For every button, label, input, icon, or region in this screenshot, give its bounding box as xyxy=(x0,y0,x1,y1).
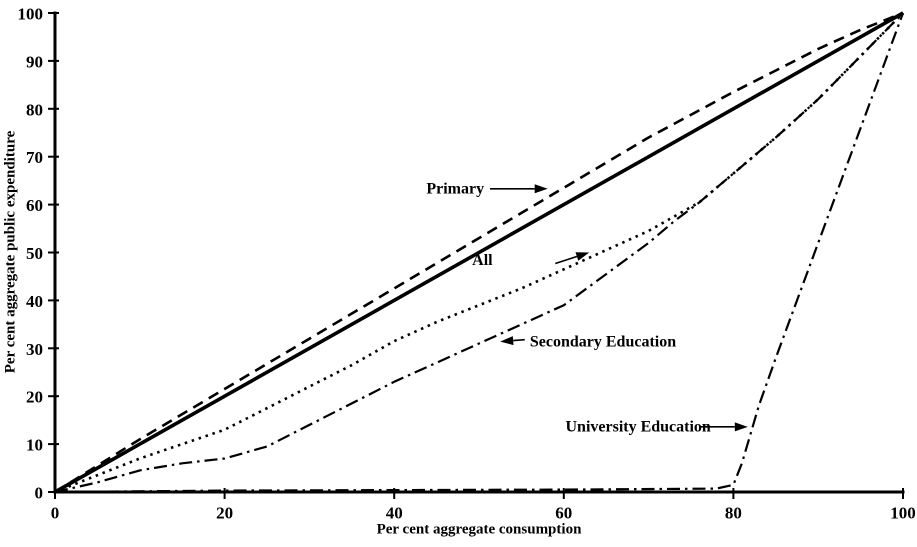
annotation-secondary-education-arrow-head xyxy=(500,336,514,346)
y-tick-label: 90 xyxy=(26,52,43,71)
annotation-label-primary: Primary xyxy=(426,180,484,197)
annotation-label-secondary-education: Secondary Education xyxy=(530,334,676,351)
y-tick-label: 70 xyxy=(26,148,43,167)
x-tick-label: 80 xyxy=(725,504,742,523)
curve-university-education xyxy=(54,12,905,494)
y-tick-label: 100 xyxy=(18,5,44,24)
x-tick-label: 20 xyxy=(216,504,233,523)
annotation-label-all: All xyxy=(472,252,493,269)
annotation-all-arrow-shaft xyxy=(555,255,578,265)
x-tick-label: 40 xyxy=(386,504,403,523)
y-tick-label: 40 xyxy=(26,292,43,311)
x-tick-label: 100 xyxy=(890,504,916,523)
curve-primary xyxy=(54,11,904,494)
annotation-primary-arrow-head xyxy=(534,184,548,194)
y-tick-label: 30 xyxy=(26,340,43,359)
y-tick-label: 60 xyxy=(26,196,43,215)
y-tick-label: 10 xyxy=(26,436,43,455)
annotation-secondary-education-arrow-shaft xyxy=(513,338,525,342)
curve-equality-line xyxy=(54,11,904,494)
annotation-university-education-arrow-head xyxy=(734,422,748,432)
y-tick-label: 0 xyxy=(35,484,44,503)
annotation-all-arrow-head xyxy=(575,252,590,261)
x-axis-title: Per cent aggregate consumption xyxy=(376,521,582,538)
x-tick-label: 60 xyxy=(555,504,572,523)
y-tick-label: 50 xyxy=(26,244,43,263)
y-tick-label: 20 xyxy=(26,388,43,407)
x-tick-label: 0 xyxy=(51,504,60,523)
annotation-label-university-education: University Education xyxy=(565,418,710,435)
y-tick-label: 80 xyxy=(26,100,43,119)
